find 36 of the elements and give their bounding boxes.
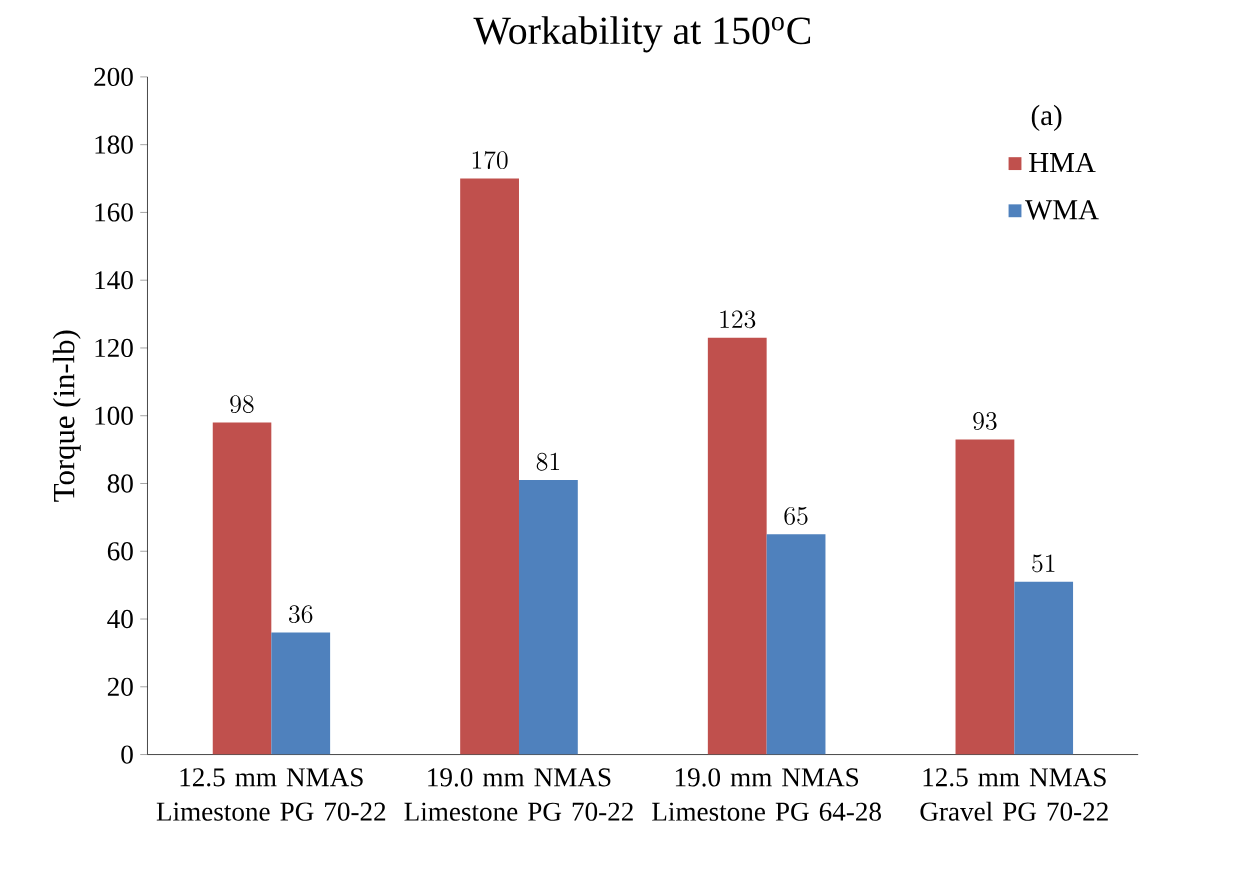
- data-label: 123: [720, 310, 756, 329]
- y-tick-label: 140: [95, 271, 133, 290]
- x-tick-label: 12.5 mm NMAS Limestone PG 70-22: [156, 768, 386, 822]
- y-tick-label: 60: [107, 542, 133, 561]
- x-tick-label: 12.5 mm NMAS Gravel PG 70-22: [920, 768, 1108, 822]
- bar: [212, 422, 272, 755]
- y-tick-label: 40: [107, 610, 133, 629]
- legend-label: WMA: [1025, 200, 1099, 220]
- bar: [271, 632, 331, 755]
- x-tick-label: 19.0 mm NMAS Limestone PG 64-28: [652, 768, 881, 822]
- data-label: 81: [536, 453, 560, 471]
- y-tick-label: 20: [107, 677, 133, 697]
- legend-title: (a): [1031, 105, 1062, 132]
- y-tick-label: 200: [94, 68, 133, 87]
- data-label: 51: [1032, 554, 1055, 573]
- chart-title: Workability at 150$^{o}$C: [473, 16, 811, 53]
- y-tick-label: 120: [95, 339, 133, 358]
- bar: [955, 439, 1015, 755]
- y-tick-label: 160: [95, 203, 133, 222]
- y-tick-label: 180: [95, 135, 133, 155]
- bar: [1014, 582, 1074, 755]
- bar: [460, 178, 519, 755]
- y-axis-title: Torque (in-lb): [52, 330, 81, 502]
- data-label: 36: [289, 605, 313, 624]
- y-tick-label: 80: [107, 474, 133, 493]
- data-label: 65: [784, 507, 808, 526]
- data-label: 170: [472, 151, 508, 170]
- data-label: 98: [230, 395, 254, 414]
- x-tick-label: 19.0 mm NMAS Limestone PG 70-22: [404, 768, 633, 822]
- bar: [766, 534, 826, 755]
- bar: [707, 338, 767, 755]
- y-tick-label: 0: [121, 745, 133, 764]
- data-label: 93: [973, 412, 997, 431]
- y-tick-label: 100: [95, 406, 133, 426]
- bar: [518, 480, 578, 755]
- legend-label: HMA: [1029, 153, 1096, 173]
